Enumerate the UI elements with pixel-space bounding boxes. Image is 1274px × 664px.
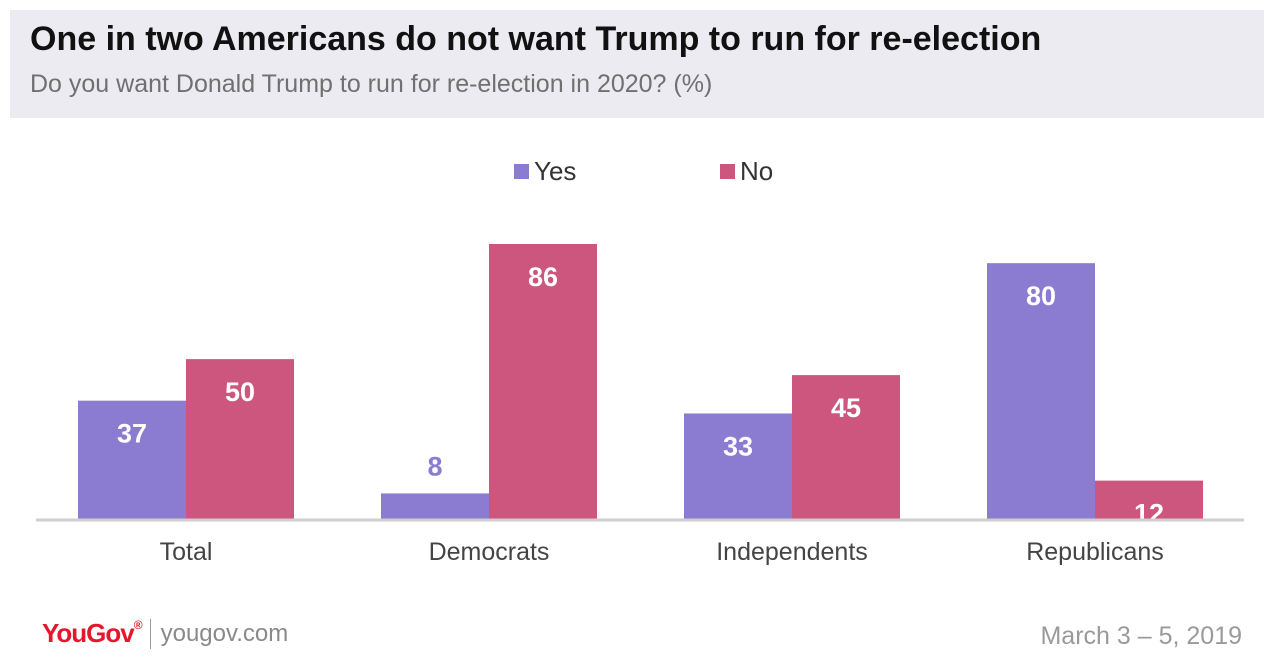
bar-republicans-yes: [987, 263, 1095, 519]
chart-subtitle: Do you want Donald Trump to run for re-e…: [30, 70, 713, 98]
data-label-total-no: 50: [225, 377, 255, 407]
data-label-independents-yes: 33: [723, 431, 753, 461]
footer-brand: YouGov® yougov.com: [42, 618, 288, 649]
legend-label-no: No: [740, 156, 773, 186]
bar-total-no: [186, 359, 294, 519]
legend-label-yes: Yes: [534, 156, 576, 186]
bar-total-yes: [78, 400, 186, 519]
bar-democrats-no: [489, 244, 597, 519]
yougov-logo: YouGov®: [42, 618, 143, 648]
chart-title: One in two Americans do not want Trump t…: [30, 20, 1042, 58]
brand-divider: [149, 618, 151, 649]
data-label-independents-no: 45: [831, 393, 861, 423]
bar-independents-no: [792, 375, 900, 519]
category-label-independents: Independents: [716, 538, 868, 566]
data-label-republicans-yes: 80: [1026, 281, 1056, 311]
bar-independents-yes: [684, 413, 792, 519]
category-label-republicans: Republicans: [1026, 538, 1164, 566]
site-url: yougov.com: [160, 619, 289, 647]
chart-header: One in two Americans do not want Trump t…: [10, 10, 1264, 118]
data-label-republicans-no: 12: [1134, 499, 1164, 529]
category-label-democrats: Democrats: [429, 538, 550, 566]
data-label-total-yes: 37: [117, 419, 147, 449]
bar-republicans-no: [1095, 480, 1203, 519]
legend-swatch-no: [720, 164, 735, 179]
survey-date: March 3 – 5, 2019: [1040, 622, 1242, 650]
data-label-democrats-yes: 8: [427, 451, 442, 481]
data-label-democrats-no: 86: [528, 262, 558, 292]
legend-swatch-yes: [514, 164, 529, 179]
category-label-total: Total: [160, 538, 213, 566]
bar-democrats-yes: [381, 493, 489, 519]
